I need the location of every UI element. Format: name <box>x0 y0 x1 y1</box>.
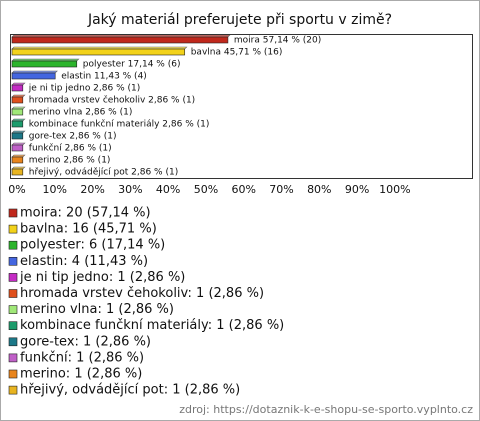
legend-swatch <box>8 240 18 250</box>
data-label: kombinace funkční materiály 2,86 % (1) <box>29 119 210 130</box>
bar-top <box>11 70 58 74</box>
legend-swatch <box>8 273 18 282</box>
chart-title: Jaký materiál preferujete při sportu v z… <box>87 12 392 28</box>
legend-swatch <box>8 321 18 331</box>
legend-label: je ni tip jedno: 1 (2,86 %) <box>19 270 185 285</box>
bar <box>11 48 186 56</box>
x-tick-label: 60% <box>231 183 255 196</box>
legend-swatch <box>8 224 18 234</box>
legend-swatch <box>8 208 18 218</box>
x-tick-label: 70% <box>269 183 293 196</box>
bar <box>11 72 56 80</box>
legend-swatch <box>8 353 18 363</box>
x-tick-label: 20% <box>80 183 104 196</box>
legend-label: funkční: 1 (2,86 %) <box>20 350 144 365</box>
legend-label: polyester: 6 (17,14 %) <box>20 238 165 253</box>
x-tick-label: 90% <box>345 183 369 196</box>
data-label: gore-tex 2,86 % (1) <box>29 132 117 142</box>
x-tick-label: 50% <box>194 183 218 196</box>
bar-top <box>11 118 26 122</box>
bar-top <box>11 106 26 110</box>
x-tick-label: 80% <box>307 183 331 196</box>
bar-top <box>11 82 26 86</box>
bar <box>11 168 24 176</box>
bar-top <box>11 130 26 134</box>
bar-top <box>11 94 26 98</box>
legend-label: gore-tex: 1 (2,86 %) <box>20 334 151 349</box>
legend-swatch <box>8 289 18 298</box>
x-tick-label: 0% <box>8 183 25 196</box>
legend-label: hromada vrstev čehokoliv: 1 (2,86 %) <box>20 286 264 301</box>
bar <box>11 144 24 152</box>
legend-label: kombinace funčkní materiály: 1 (2,86 %) <box>20 318 284 333</box>
bar <box>11 156 24 164</box>
data-label: merino 2,86 % (1) <box>29 156 111 166</box>
x-tick-label: 40% <box>156 183 180 196</box>
legend-swatch <box>8 369 18 379</box>
data-label: hřejivý, odvádějící pot 2,86 % (1) <box>29 168 178 178</box>
legend-swatch <box>8 337 18 347</box>
legend-label: hřejivý, odvádějící pot: 1 (2,86 %) <box>20 383 240 398</box>
bar <box>11 120 24 128</box>
bar <box>11 84 24 92</box>
legend-label: bavlna: 16 (45,71 %) <box>20 222 157 237</box>
data-label: merino vlna 2,86 % (1) <box>29 108 133 118</box>
legend-label: elastin: 4 (11,43 %) <box>20 254 148 269</box>
data-label: hromada vrstev čehokoliv 2,86 % (1) <box>29 95 195 106</box>
x-tick-label: 10% <box>43 183 67 196</box>
bar <box>11 36 229 44</box>
x-tick-label: 30% <box>118 183 142 196</box>
bar <box>11 96 24 104</box>
legend-label: moira: 20 (57,14 %) <box>20 206 151 221</box>
data-label: funkční 2,86 % (1) <box>29 143 112 154</box>
legend-label: merino vlna: 1 (2,86 %) <box>20 302 174 317</box>
legend-label: merino: 1 (2,86 %) <box>20 367 142 382</box>
bar-top <box>11 142 26 146</box>
bar <box>11 132 24 140</box>
legend-swatch <box>8 256 18 266</box>
x-tick-label: 100% <box>379 183 410 196</box>
legend-swatch <box>8 385 18 395</box>
bar <box>11 60 78 68</box>
bar-top <box>11 154 26 158</box>
legend-swatch <box>8 305 18 314</box>
data-label: bavlna 45,71 % (16) <box>191 48 283 58</box>
plot-frame <box>10 34 473 179</box>
bar <box>11 108 24 116</box>
data-label: elastin 11,43 % (4) <box>61 72 147 82</box>
data-label: polyester 17,14 % (6) <box>83 60 181 70</box>
data-label: moira 57,14 % (20) <box>234 36 321 46</box>
bar-top <box>11 166 26 170</box>
source: zdroj: https://dotaznik-k-e-shopu-se-spo… <box>179 403 473 416</box>
data-label: je ni tip jedno 2,86 % (1) <box>28 84 140 94</box>
